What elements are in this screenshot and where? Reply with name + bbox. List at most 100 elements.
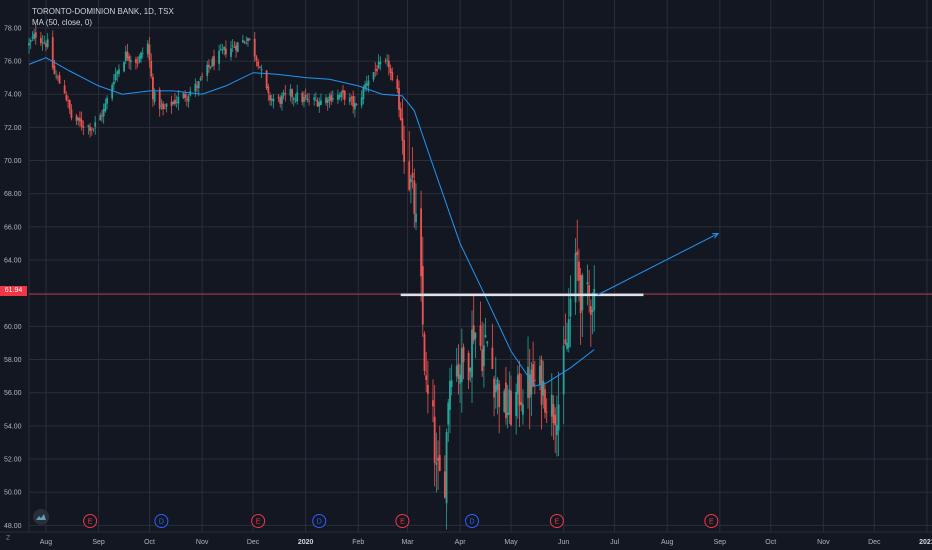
x-tick-label: Aug — [40, 539, 53, 546]
candle-body — [248, 38, 251, 40]
marker-circle — [251, 514, 266, 528]
marker-letter: D — [159, 519, 164, 526]
candle-body — [386, 59, 389, 61]
candle-body — [245, 43, 248, 45]
candle-body — [438, 455, 441, 471]
candle-body — [540, 359, 543, 405]
candle-body — [398, 88, 400, 110]
candle-body — [403, 140, 406, 162]
earnings-marker[interactable]: E — [83, 514, 98, 528]
x-tick-label: 2021 — [919, 539, 932, 546]
candle-body — [70, 109, 73, 119]
candle-body — [350, 97, 353, 99]
candle-body — [296, 92, 299, 102]
candle-body — [566, 342, 568, 349]
candle-body — [471, 329, 473, 378]
candle-body — [184, 94, 187, 98]
candle-body — [450, 380, 453, 387]
candle-body — [426, 384, 429, 395]
candle-body — [425, 375, 428, 380]
candle-body — [219, 49, 222, 51]
earnings-marker[interactable]: E — [395, 514, 410, 528]
candle-body — [410, 178, 412, 183]
candle-body — [503, 391, 506, 413]
x-tick-label: Dec — [868, 539, 881, 546]
candle-body — [360, 97, 363, 106]
dividend-marker[interactable]: D — [154, 514, 169, 528]
candle-body — [243, 41, 246, 43]
y-tick-label: 60.00 — [4, 324, 22, 331]
candle-body — [224, 48, 227, 55]
candle-body — [364, 84, 366, 88]
candle-body — [269, 95, 271, 101]
candle-body — [376, 69, 378, 72]
y-tick-label: 48.00 — [4, 523, 22, 530]
marker-circle — [549, 514, 564, 528]
candle-body — [494, 384, 497, 393]
earnings-marker[interactable]: E — [251, 514, 266, 528]
candle-body — [255, 56, 258, 61]
candle-body — [562, 345, 565, 395]
earnings-marker[interactable]: E — [549, 514, 564, 528]
candle-body — [408, 161, 411, 190]
candle-body — [443, 471, 446, 498]
candle-body — [129, 60, 132, 63]
marker-circle — [154, 514, 169, 528]
candle-body — [206, 64, 209, 76]
candle-body — [516, 375, 519, 395]
candle-body — [82, 126, 85, 128]
candle-body — [67, 99, 69, 101]
candle-body — [270, 98, 273, 101]
candle-body — [87, 125, 90, 127]
candle-body — [455, 365, 458, 377]
candle-body — [33, 33, 35, 39]
candle-body — [101, 115, 103, 117]
candle-body — [34, 32, 37, 38]
candle-body — [160, 105, 163, 107]
candle-body — [433, 416, 436, 463]
candle-body — [330, 94, 333, 102]
candle-body — [199, 78, 202, 80]
candle-body — [45, 43, 47, 47]
candle-body — [362, 87, 365, 100]
candle-body — [257, 61, 260, 67]
candle-body — [528, 374, 531, 398]
projection-arrow[interactable] — [597, 232, 720, 296]
candle-body — [306, 98, 309, 101]
y-tick-label: 64.00 — [4, 258, 22, 265]
candle-body — [389, 68, 392, 73]
dividend-marker[interactable]: D — [465, 514, 480, 528]
x-tick-label: Nov — [196, 539, 209, 546]
candle-body — [77, 117, 80, 121]
candle-body — [111, 84, 114, 99]
candle-body — [89, 126, 92, 131]
ma50-line — [28, 57, 595, 387]
marker-letter: E — [256, 519, 261, 526]
x-tick-label: Oct — [144, 539, 155, 546]
dividend-marker[interactable]: D — [312, 514, 327, 528]
candle-body — [303, 97, 305, 103]
x-tick-label: Sep — [92, 539, 105, 546]
x-tick-label: 2020 — [298, 539, 314, 546]
candle-body — [165, 103, 168, 107]
candle-body — [194, 83, 197, 92]
candle-body — [51, 37, 54, 68]
y-tick-label: 66.00 — [4, 224, 22, 231]
candle-body — [469, 367, 472, 372]
x-tick-label: Oct — [765, 539, 776, 546]
candle-body — [460, 348, 463, 382]
y-tick-label: 56.00 — [4, 390, 22, 397]
y-tick-label: 72.00 — [4, 125, 22, 132]
candle-body — [532, 364, 535, 387]
candle-body — [331, 98, 334, 100]
candle-body — [472, 325, 475, 341]
candle-body — [301, 92, 304, 102]
candle-body — [401, 118, 404, 141]
candle-body — [126, 51, 129, 59]
candle-body — [282, 92, 285, 96]
y-axis: 48.0050.0052.0054.0056.0058.0060.0062.00… — [4, 25, 22, 529]
earnings-marker[interactable]: E — [704, 514, 719, 528]
candle-body — [564, 339, 567, 344]
candle-body — [172, 102, 175, 104]
